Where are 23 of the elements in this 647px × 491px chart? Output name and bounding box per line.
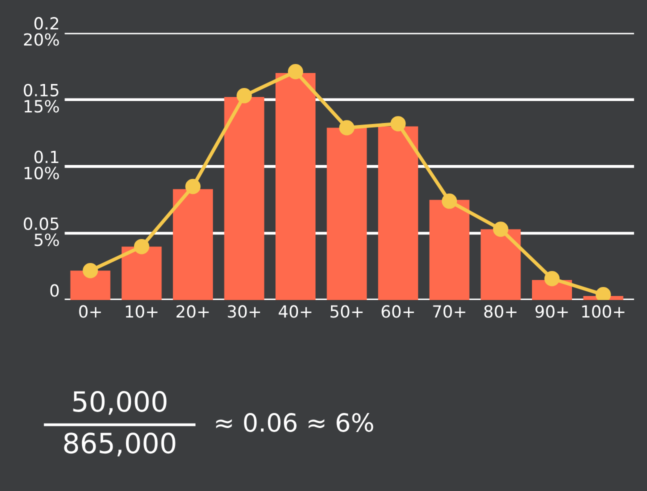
x-tick-label: 20+ [176, 305, 209, 318]
x-tick-label: 40+ [278, 305, 312, 318]
x-tick-label: 50+ [330, 305, 363, 318]
x-tick-label: 100+ [582, 305, 624, 318]
x-tick-label: 0+ [79, 305, 101, 318]
x-tick-label: 70+ [433, 305, 466, 318]
x-tick-label: 30+ [228, 305, 260, 318]
y-tick-label: 0.1 [34, 150, 58, 164]
x-tick-label: 90+ [535, 305, 568, 318]
y2-tick-label: 20% [24, 33, 59, 46]
y2-tick-label: 5% [34, 234, 59, 246]
text: ≈ 0.06 ≈ 6% [216, 413, 374, 432]
y-tick-label: 0.2 [34, 17, 58, 30]
y2-tick-label: 15% [24, 100, 59, 113]
y2-tick-label: 10% [24, 166, 59, 180]
text: 865,000 [64, 432, 176, 456]
x-tick-label: 80+ [484, 305, 517, 318]
x-tick-label: 10+ [126, 305, 158, 318]
x-tick-label: 60+ [382, 305, 414, 318]
text: 50,000 [73, 390, 166, 415]
y-tick-label: 0 [50, 284, 59, 297]
y-tick-label: 0.15 [24, 84, 58, 96]
y-tick-label: 0.05 [24, 217, 58, 230]
